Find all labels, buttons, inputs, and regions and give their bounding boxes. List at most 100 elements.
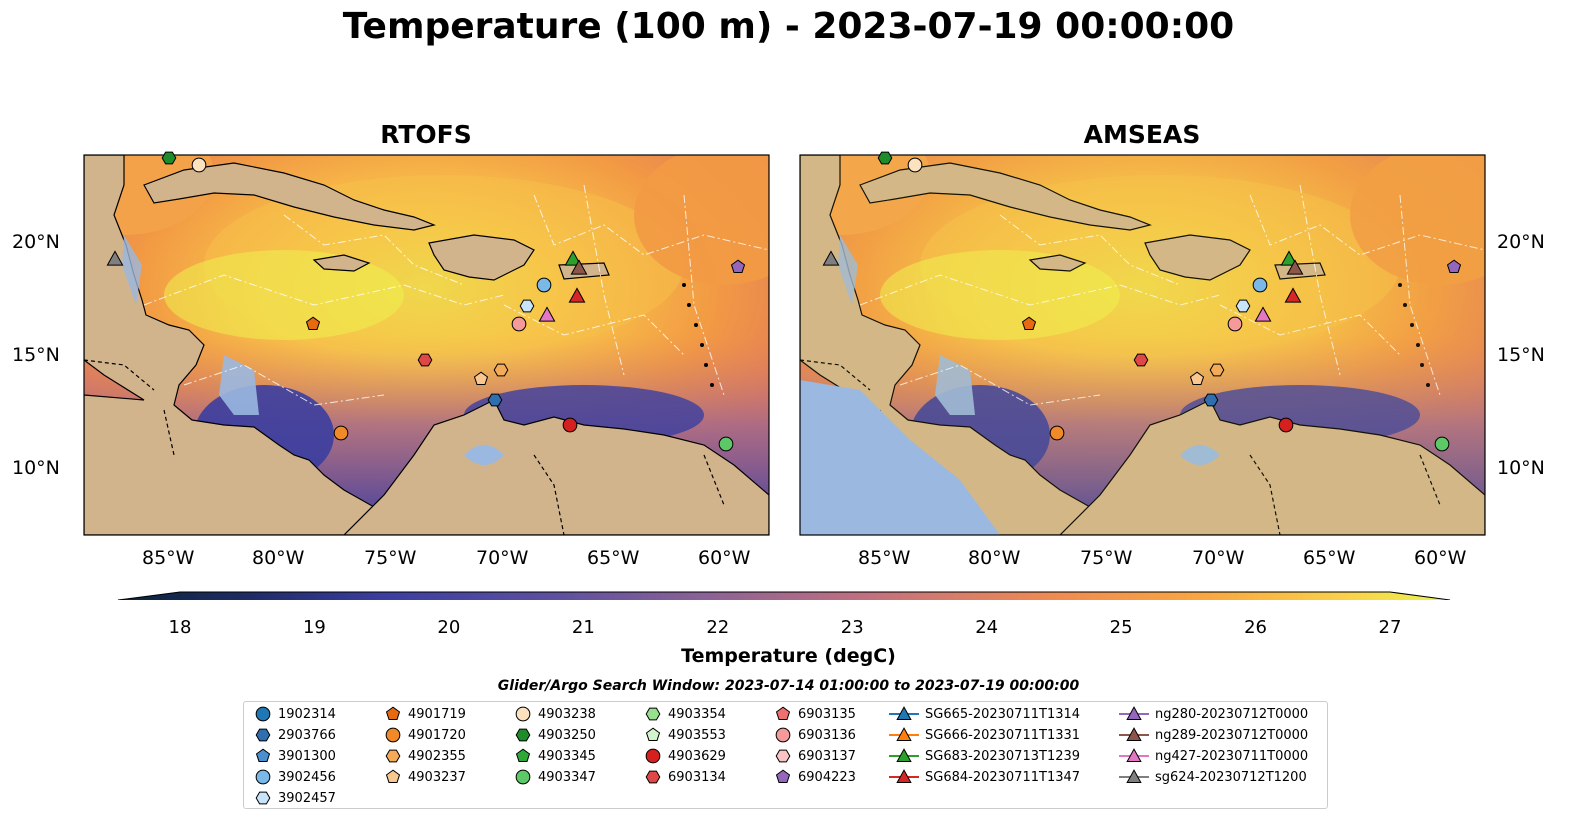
legend-item: SG665-20230711T1314 [889,705,1080,723]
legend-item: 4903238 [514,705,596,723]
lat-tick-left-10: 10°N [12,457,60,479]
float-marker [536,277,552,293]
legend-item: 4903354 [644,705,726,723]
colorbar-tick-label: 26 [1244,617,1267,638]
triangle-marker-icon [1119,748,1149,762]
colorbar-tick-label: 23 [840,617,864,638]
hexagon-marker-icon [775,749,791,763]
legend-item: sg624-20230712T1200 [1119,768,1307,786]
float-marker [1446,259,1462,273]
float-marker [106,250,124,266]
legend-item: 6903135 [774,705,856,723]
legend-label: SG684-20230711T1347 [925,769,1081,785]
float-marker [1280,250,1298,266]
rtofs-markers [106,151,746,452]
legend-item: 3902457 [254,789,336,807]
legend-label: 4903347 [538,769,596,785]
circle-marker-icon [515,769,531,785]
legend-label: 3901300 [278,748,336,764]
lat-tick-right-20: 20°N [1497,231,1545,253]
float-marker [570,259,588,275]
float-marker [1286,259,1304,275]
legend-label: 1902314 [278,706,336,722]
lat-tick-right-10: 10°N [1497,457,1545,479]
triangle-marker-icon [889,748,919,762]
float-marker [417,353,433,367]
legend-label: 4903238 [538,706,596,722]
lat-tick-right-15: 15°N [1497,344,1545,366]
colorbar-tick-label: 19 [302,617,326,638]
legend-item: 4903250 [514,726,596,744]
colorbar-tick-label: 25 [1109,617,1133,638]
legend-label: 4903553 [668,727,726,743]
hexagon-marker-icon [255,791,271,805]
legend-item: 6903136 [774,726,856,744]
float-marker [564,250,582,266]
legend-label: 4903629 [668,748,726,764]
float-marker [305,316,321,330]
float-marker [1434,436,1450,452]
legend-item: 4901720 [384,726,466,744]
legend-item: 6903137 [774,747,856,765]
float-marker [1209,363,1225,377]
legend-item: 4902355 [384,747,466,765]
legend-label: sg624-20230712T1200 [1155,769,1307,785]
triangle-marker-icon [1119,769,1149,783]
lon-tick-a-60: 60°W [698,547,751,569]
float-marker [473,371,489,385]
triangle-marker-icon [889,706,919,720]
colorbar [117,591,1451,600]
page-title: Temperature (100 m) - 2023-07-19 00:00:0… [342,6,1235,47]
colorbar-tick-label: 20 [437,617,461,638]
triangle-marker-icon [1119,727,1149,741]
hexagon-marker-icon [385,749,401,763]
float-marker [1133,353,1149,367]
pentagon-marker-icon [775,706,791,720]
legend-item: 4903345 [514,747,596,765]
float-marker [493,363,509,377]
hexagon-marker-icon [255,728,271,742]
pentagon-marker-icon [255,748,271,762]
float-marker [1278,417,1294,433]
float-marker [538,306,556,322]
lon-tick-a-85: 85°W [142,547,195,569]
circle-marker-icon [515,706,531,722]
rtofs-map [84,155,769,535]
float-marker [718,436,734,452]
legend-item: 3901300 [254,747,336,765]
lon-tick-a-80: 80°W [252,547,305,569]
legend-label: 4901720 [408,727,466,743]
float-marker [877,151,893,165]
legend-item: 4903237 [384,768,466,786]
lat-tick-left-20: 20°N [12,231,60,253]
circle-marker-icon [775,727,791,743]
legend-label: 2903766 [278,727,336,743]
float-marker [487,393,503,407]
legend-label: 6903136 [798,727,856,743]
amseas-markers [822,151,1462,452]
legend-item: SG684-20230711T1347 [889,768,1080,786]
legend-label: SG666-20230711T1331 [925,727,1081,743]
legend-item: 6904223 [774,768,856,786]
pentagon-marker-icon [515,748,531,762]
map-canvas [83,151,1486,600]
lon-tick-a-70: 70°W [476,547,529,569]
lon-tick-b-85: 85°W [858,547,911,569]
float-marker [1021,316,1037,330]
legend-label: 4903250 [538,727,596,743]
float-marker [1203,393,1219,407]
legend-item: 4903347 [514,768,596,786]
colorbar-tick-label: 22 [706,617,730,638]
legend-label: 4901719 [408,706,466,722]
lon-tick-b-80: 80°W [968,547,1021,569]
float-marker [1284,287,1302,303]
lon-tick-a-65: 65°W [587,547,640,569]
triangle-marker-icon [889,727,919,741]
circle-marker-icon [255,769,271,785]
legend-item: 1902314 [254,705,336,723]
float-marker [1235,299,1251,313]
circle-marker-icon [255,706,271,722]
legend-item: SG683-20230713T1239 [889,747,1080,765]
legend-item: 2903766 [254,726,336,744]
legend-label: ng289-20230712T0000 [1155,727,1309,743]
